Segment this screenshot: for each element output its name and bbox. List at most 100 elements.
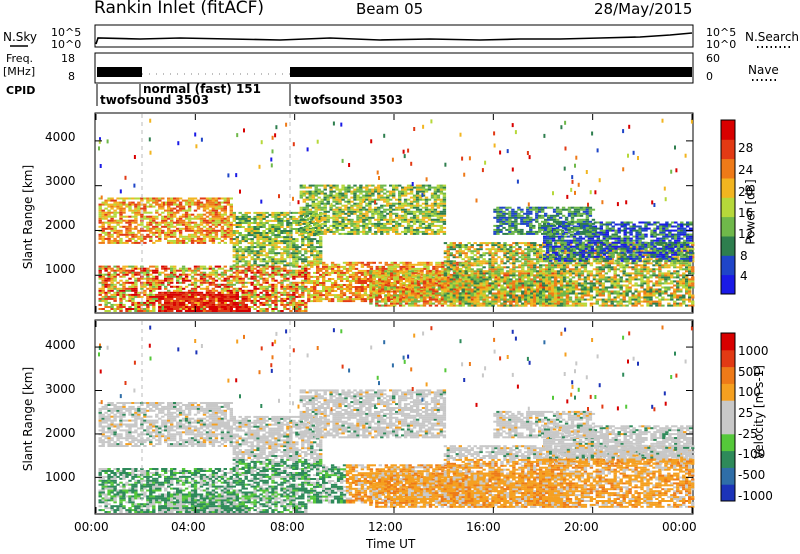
power-cell <box>327 227 330 229</box>
power-cell <box>188 216 191 218</box>
power-cell <box>358 270 361 272</box>
power-cell <box>419 185 422 187</box>
power-cell <box>392 225 395 227</box>
power-cell <box>365 203 368 205</box>
power-cell <box>188 306 191 308</box>
power-cell <box>441 305 444 307</box>
power-cell <box>102 278 105 280</box>
power-cell <box>179 206 182 208</box>
power-cell <box>274 224 277 226</box>
power-cell <box>209 276 212 278</box>
power-cell <box>271 290 274 292</box>
power-cell <box>380 207 383 209</box>
power-cell <box>303 207 306 209</box>
power-cell <box>102 240 105 242</box>
power-cell <box>350 207 353 209</box>
power-cell <box>352 274 355 276</box>
power-cell <box>227 298 230 300</box>
power-cell <box>332 197 335 199</box>
power-cell <box>292 222 295 224</box>
power-cell <box>324 229 327 231</box>
power-cell <box>259 308 262 310</box>
power-cell <box>434 203 437 205</box>
power-cell <box>224 212 227 214</box>
power-cell <box>230 198 233 200</box>
power-cell <box>420 295 423 297</box>
power-cell <box>337 300 340 302</box>
power-cell <box>408 293 411 295</box>
power-cell <box>230 216 233 218</box>
power-cell <box>277 222 280 224</box>
power-cell <box>286 240 289 242</box>
power-cell <box>383 197 386 199</box>
power-cell <box>131 204 134 206</box>
power-cell <box>368 199 371 201</box>
power-cell <box>414 274 417 276</box>
power-cell <box>185 276 188 278</box>
power-cell <box>119 276 122 278</box>
power-cell <box>443 201 446 203</box>
power-cell <box>245 234 248 236</box>
power-cell <box>274 296 277 298</box>
power-cell <box>251 306 254 308</box>
power-cell <box>368 193 371 195</box>
power-cell <box>408 291 411 293</box>
power-cell <box>164 216 167 218</box>
power-cell <box>158 296 161 298</box>
power-cell <box>122 204 125 206</box>
power-cell <box>328 280 331 282</box>
power-cell <box>459 289 462 291</box>
power-cell <box>206 220 209 222</box>
power-cell <box>347 219 350 221</box>
power-cell <box>419 227 422 229</box>
power-cell <box>402 268 405 270</box>
power-cell <box>119 292 122 294</box>
power-cell <box>268 242 271 244</box>
power-cell <box>259 304 262 306</box>
power-cell <box>158 232 161 234</box>
power-cell <box>447 272 450 274</box>
power-cell <box>292 264 295 266</box>
power-cell <box>419 225 422 227</box>
power-cell <box>253 272 256 274</box>
power-cell <box>173 294 176 296</box>
power-cell <box>383 201 386 203</box>
power-cell <box>104 274 107 276</box>
power-cell <box>414 278 417 280</box>
power-cell <box>102 296 105 298</box>
power-cell <box>122 298 125 300</box>
power-cell <box>119 308 122 310</box>
power-cell <box>155 202 158 204</box>
power-cell <box>230 214 233 216</box>
power-cell <box>206 222 209 224</box>
power-cell <box>125 266 128 268</box>
power-cell <box>429 299 432 301</box>
power-cell <box>386 209 389 211</box>
power-cell <box>99 294 102 296</box>
power-cell <box>423 297 426 299</box>
power-cell <box>251 272 254 274</box>
power-cell <box>404 193 407 195</box>
power-cell <box>161 284 164 286</box>
power-cell <box>378 270 381 272</box>
power-cell <box>410 189 413 191</box>
power-cell <box>337 294 340 296</box>
power-cell <box>248 264 251 266</box>
power-cell <box>164 224 167 226</box>
power-cell <box>197 224 200 226</box>
power-cell <box>315 191 318 193</box>
power-cell <box>331 300 334 302</box>
power-cell <box>408 287 411 289</box>
power-cell <box>274 274 277 276</box>
power-cell <box>236 262 239 264</box>
power-cell <box>329 217 332 219</box>
power-cell <box>307 256 310 258</box>
power-cell <box>465 301 468 303</box>
power-cell <box>329 195 332 197</box>
power-cell <box>131 294 134 296</box>
power-cell <box>438 280 441 282</box>
power-cell <box>307 282 310 284</box>
power-cell <box>256 306 259 308</box>
power-cell <box>188 308 191 310</box>
power-cell <box>248 282 251 284</box>
